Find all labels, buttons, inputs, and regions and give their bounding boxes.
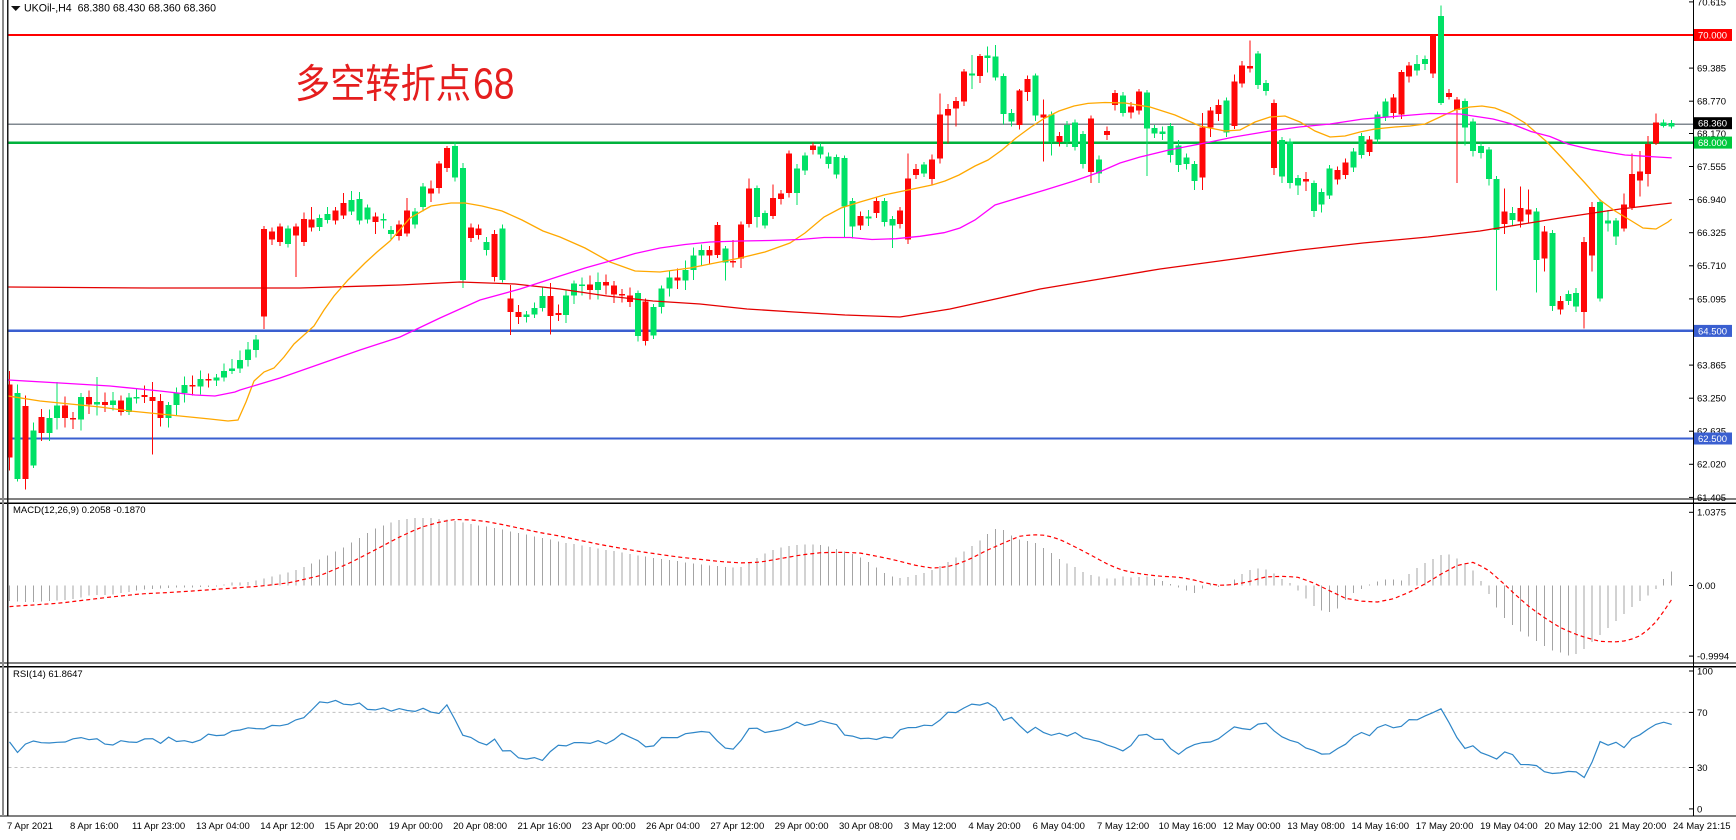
svg-text:6 May 04:00: 6 May 04:00 <box>1033 821 1085 832</box>
svg-text:64.500: 64.500 <box>1698 326 1727 337</box>
svg-text:0.00: 0.00 <box>1697 581 1716 592</box>
svg-text:MACD(12,26,9) 0.2058 -0.1870: MACD(12,26,9) 0.2058 -0.1870 <box>13 505 146 516</box>
svg-text:14 Apr 12:00: 14 Apr 12:00 <box>260 821 314 832</box>
svg-text:66.940: 66.940 <box>1697 195 1726 206</box>
svg-text:-0.9994: -0.9994 <box>1697 652 1729 663</box>
svg-text:62.500: 62.500 <box>1698 434 1727 445</box>
svg-text:20 May 12:00: 20 May 12:00 <box>1544 821 1602 832</box>
svg-text:19 May 04:00: 19 May 04:00 <box>1480 821 1538 832</box>
svg-text:4 May 20:00: 4 May 20:00 <box>968 821 1020 832</box>
svg-text:24 May 21:15: 24 May 21:15 <box>1673 821 1731 832</box>
svg-text:0: 0 <box>1697 804 1702 815</box>
svg-text:30: 30 <box>1697 763 1708 774</box>
svg-text:11 Apr 23:00: 11 Apr 23:00 <box>132 821 185 832</box>
svg-text:8 Apr 16:00: 8 Apr 16:00 <box>70 821 119 832</box>
svg-text:21 May 20:00: 21 May 20:00 <box>1609 821 1667 832</box>
svg-text:65.095: 65.095 <box>1697 294 1726 305</box>
svg-text:68: 68 <box>473 59 515 109</box>
svg-text:68.360: 68.360 <box>1698 119 1727 130</box>
svg-text:69.385: 69.385 <box>1697 64 1726 75</box>
svg-text:20 Apr 08:00: 20 Apr 08:00 <box>453 821 507 832</box>
svg-text:7 Apr 2021: 7 Apr 2021 <box>7 821 53 832</box>
svg-text:100: 100 <box>1697 666 1713 677</box>
svg-text:68.000: 68.000 <box>1698 138 1727 149</box>
svg-text:29 Apr 00:00: 29 Apr 00:00 <box>775 821 829 832</box>
svg-text:70.000: 70.000 <box>1698 30 1727 41</box>
svg-text:14 May 16:00: 14 May 16:00 <box>1352 821 1410 832</box>
svg-text:UKOil-,H4 68.380 68.430 68.36: UKOil-,H4 68.380 68.430 68.360 68.360 <box>24 3 216 15</box>
svg-text:61.405: 61.405 <box>1697 493 1726 504</box>
svg-text:62.635: 62.635 <box>1697 427 1726 438</box>
svg-text:68.170: 68.170 <box>1697 129 1726 140</box>
svg-text:68.770: 68.770 <box>1697 97 1726 108</box>
svg-text:27 Apr 12:00: 27 Apr 12:00 <box>710 821 764 832</box>
svg-text:30 Apr 08:00: 30 Apr 08:00 <box>839 821 893 832</box>
svg-text:12 May 00:00: 12 May 00:00 <box>1223 821 1281 832</box>
svg-text:23 Apr 00:00: 23 Apr 00:00 <box>582 821 636 832</box>
svg-text:70.615: 70.615 <box>1697 0 1726 8</box>
svg-text:15 Apr 20:00: 15 Apr 20:00 <box>325 821 379 832</box>
svg-text:62.020: 62.020 <box>1697 460 1726 471</box>
svg-text:70: 70 <box>1697 708 1708 719</box>
svg-text:7 May 12:00: 7 May 12:00 <box>1097 821 1149 832</box>
svg-text:10 May 16:00: 10 May 16:00 <box>1159 821 1217 832</box>
svg-text:17 May 20:00: 17 May 20:00 <box>1416 821 1474 832</box>
svg-text:67.555: 67.555 <box>1697 162 1726 173</box>
svg-text:RSI(14) 61.8647: RSI(14) 61.8647 <box>13 669 83 680</box>
svg-text:63.250: 63.250 <box>1697 394 1726 405</box>
svg-text:13 Apr 04:00: 13 Apr 04:00 <box>196 821 250 832</box>
svg-text:3 May 12:00: 3 May 12:00 <box>904 821 956 832</box>
svg-text:65.710: 65.710 <box>1697 261 1726 272</box>
svg-text:26 Apr 04:00: 26 Apr 04:00 <box>646 821 700 832</box>
svg-text:19 Apr 00:00: 19 Apr 00:00 <box>389 821 443 832</box>
svg-text:13 May 08:00: 13 May 08:00 <box>1287 821 1345 832</box>
svg-text:63.865: 63.865 <box>1697 361 1726 372</box>
svg-text:1.0375: 1.0375 <box>1697 508 1726 519</box>
svg-text:66.325: 66.325 <box>1697 228 1726 239</box>
svg-text:21 Apr 16:00: 21 Apr 16:00 <box>517 821 571 832</box>
